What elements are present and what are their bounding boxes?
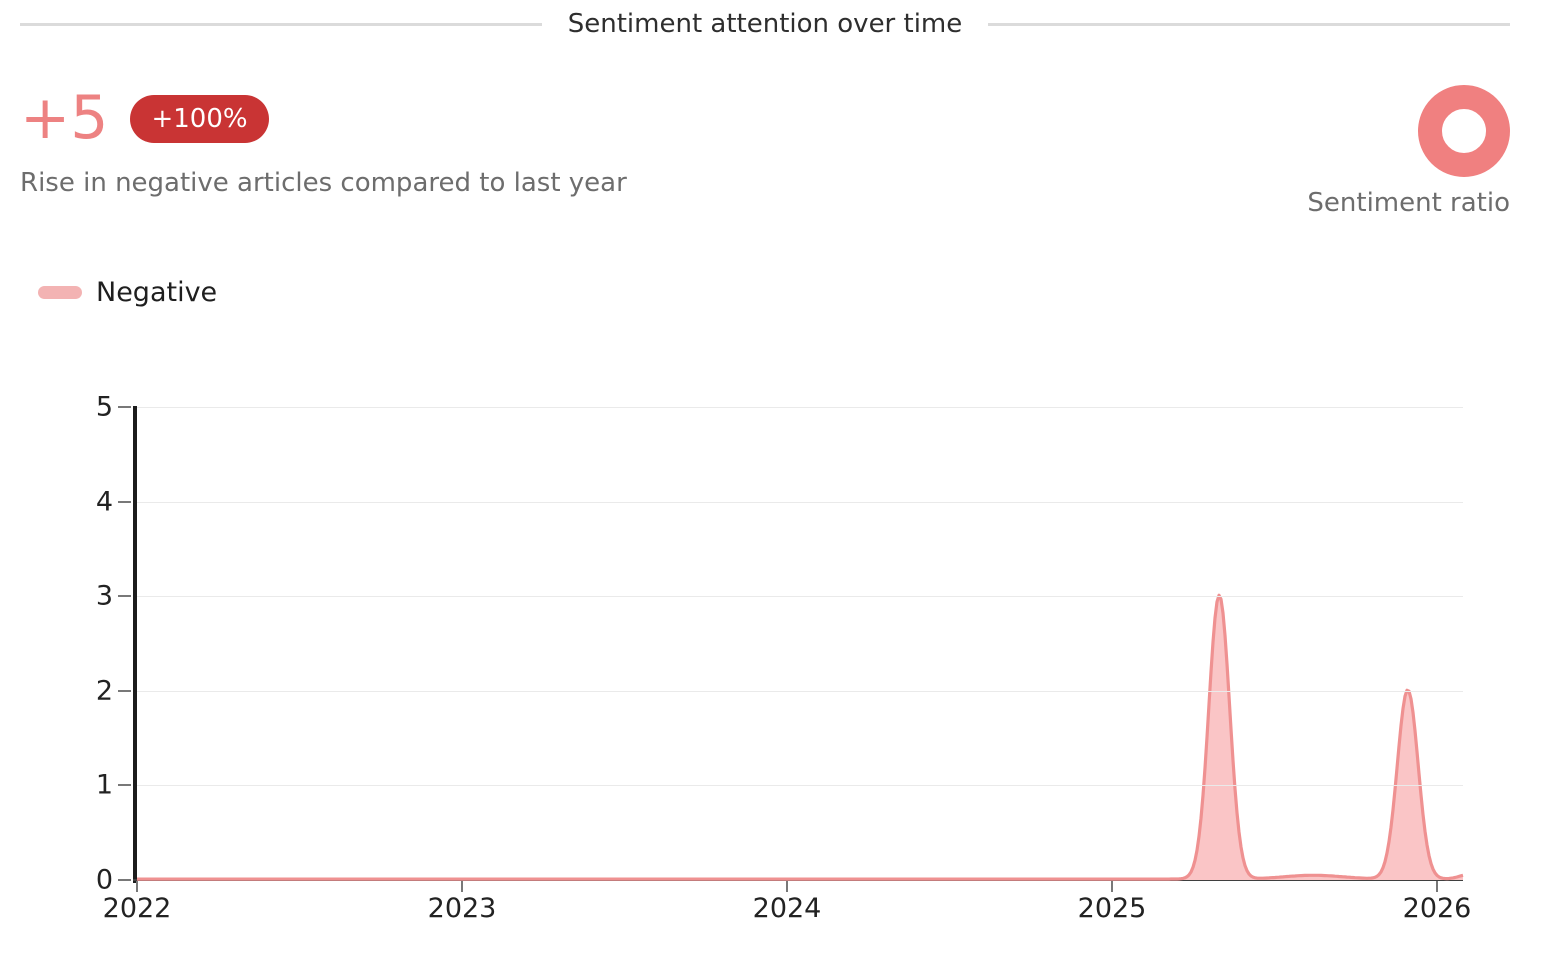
x-tick-label: 2024 bbox=[752, 893, 822, 924]
y-tick-label: 0 bbox=[95, 864, 113, 896]
y-tick-mark bbox=[118, 784, 131, 787]
x-tick-mark bbox=[1111, 881, 1113, 892]
header-divider-left bbox=[20, 22, 542, 26]
gridline bbox=[137, 407, 1463, 408]
y-tick-mark bbox=[118, 879, 131, 881]
gridline bbox=[137, 596, 1463, 598]
sentiment-ratio-label: Sentiment ratio bbox=[1307, 188, 1510, 218]
x-tick-label: 2025 bbox=[1077, 893, 1147, 924]
x-tick-mark bbox=[786, 881, 788, 892]
stats-left: +5 +100% Rise in negative articles compa… bbox=[20, 83, 627, 199]
gridline bbox=[137, 501, 1463, 503]
x-tick-mark bbox=[1436, 881, 1438, 892]
page-title: Sentiment attention over time bbox=[567, 9, 963, 39]
gridline bbox=[137, 785, 1463, 787]
stats-description: Rise in negative articles compared to la… bbox=[20, 168, 627, 199]
x-tick-mark bbox=[136, 881, 138, 892]
chart-plot-area: 0 1 2 3 4 5 2022 2023 2024 2025 2026 bbox=[96, 394, 1472, 923]
y-tick-mark bbox=[118, 595, 131, 598]
header-divider-right bbox=[988, 22, 1511, 26]
legend-item-negative[interactable]: Negative bbox=[38, 277, 217, 308]
y-tick-label: 2 bbox=[95, 675, 113, 707]
stats-right: Sentiment ratio bbox=[1307, 85, 1510, 218]
legend-negative-label: Negative bbox=[96, 277, 218, 308]
x-tick-mark bbox=[461, 881, 463, 892]
gridline bbox=[137, 690, 1463, 692]
stats-row: +5 +100% Rise in negative articles compa… bbox=[20, 83, 1510, 218]
sentiment-ratio-donut-icon bbox=[1418, 85, 1510, 177]
legend-negative-dash-icon bbox=[38, 286, 82, 299]
chart-header: Sentiment attention over time bbox=[20, 2, 1511, 46]
x-tick-label: 2023 bbox=[427, 893, 497, 924]
x-tick-label: 2026 bbox=[1402, 893, 1472, 924]
y-tick-mark bbox=[118, 689, 131, 692]
y-tick-label: 3 bbox=[95, 580, 113, 612]
y-tick-label: 4 bbox=[95, 486, 113, 518]
x-tick-label: 2022 bbox=[102, 893, 172, 924]
y-tick-label: 5 bbox=[95, 391, 113, 423]
delta-row: +5 +100% bbox=[20, 83, 627, 153]
y-axis bbox=[133, 406, 137, 883]
delta-percent-badge: +100% bbox=[130, 94, 269, 143]
y-tick-label: 1 bbox=[95, 769, 113, 801]
negative-series-curve bbox=[137, 593, 1464, 881]
delta-value: +5 bbox=[20, 83, 109, 153]
y-tick-mark bbox=[118, 406, 131, 408]
y-tick-mark bbox=[118, 500, 131, 503]
